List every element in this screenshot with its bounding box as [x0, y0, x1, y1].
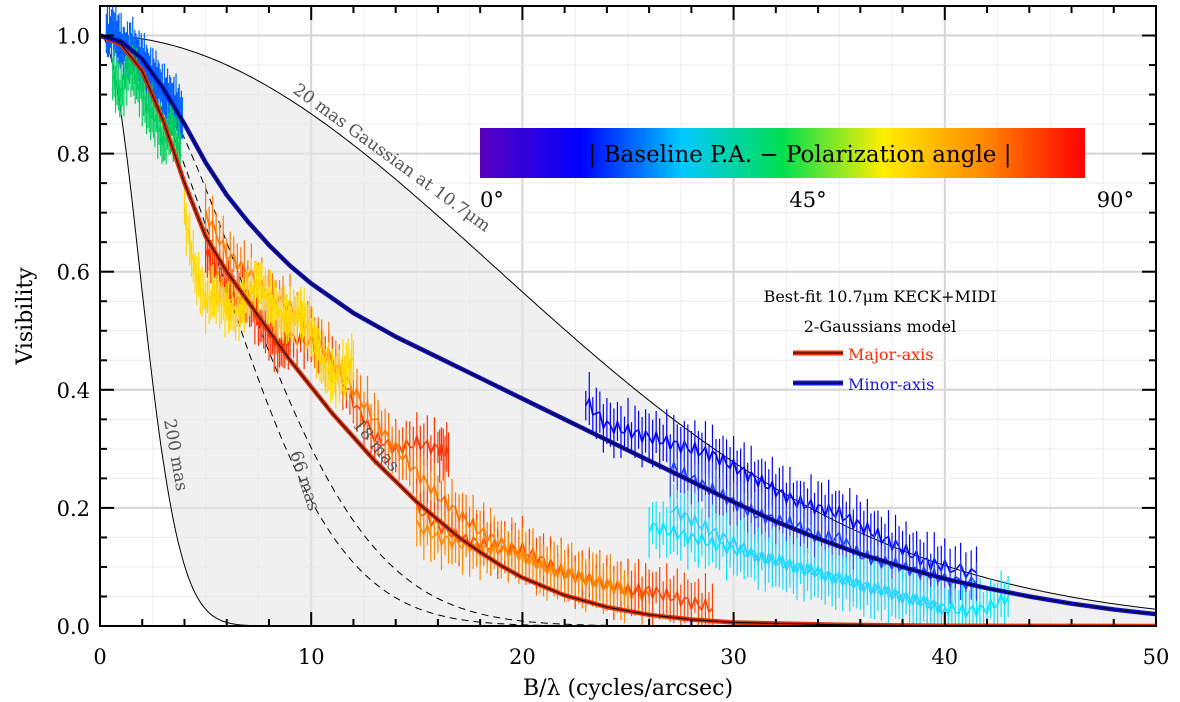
legend-title-line2: 2-Gaussians model	[804, 317, 957, 336]
gaussian-curve-0	[100, 35, 1156, 610]
model-curve-core-0	[100, 35, 1156, 626]
legend: Best-fit 10.7μm KECK+MIDI 2-Gaussians mo…	[764, 287, 997, 394]
colorbar-gradient	[480, 128, 1085, 178]
observed-series-3	[669, 483, 946, 626]
shaded-area	[100, 35, 1156, 626]
x-tick-label: 0	[93, 645, 106, 669]
x-tick-label: 40	[931, 645, 958, 669]
colorbar: | Baseline P.A. − Polarization angle | 0…	[480, 128, 1134, 212]
model-curves	[100, 33, 1156, 626]
x-tick-label: 30	[720, 645, 747, 669]
legend-label-minor: Minor-axis	[848, 375, 934, 394]
y-tick-label: 0.6	[57, 261, 90, 285]
y-tick-label: 0.0	[57, 615, 90, 639]
y-tick-label: 0.4	[57, 379, 90, 403]
observed-line	[183, 206, 355, 383]
plot-frame	[99, 5, 1157, 627]
tick-labels: 0 10 20 30 40 50 0.0 0.2 0.4 0.6 0.8 1.0	[57, 25, 1170, 669]
y-tick-label: 0.2	[57, 497, 90, 521]
x-axis-title: B/λ (cycles/arcsec)	[523, 676, 733, 701]
x-tick-label: 10	[298, 645, 325, 669]
observed-line	[416, 519, 629, 599]
y-tick-label: 1.0	[57, 25, 90, 49]
gaussian-curve-1	[100, 35, 1156, 626]
colorbar-tick-90: 90°	[1097, 188, 1134, 212]
y-axis-title: Visibility	[13, 267, 38, 366]
legend-label-major: Major-axis	[848, 345, 933, 364]
colorbar-tick-0: 0°	[480, 188, 504, 212]
axes	[99, 5, 1157, 627]
y-tick-label: 0.8	[57, 143, 90, 167]
x-tick-label: 20	[509, 645, 536, 669]
observed-series-6	[183, 188, 355, 409]
observed-line	[669, 504, 946, 616]
x-tick-label: 50	[1143, 645, 1170, 669]
observed-series	[105, 6, 1009, 626]
observed-series-10	[111, 34, 182, 174]
legend-title-line1: Best-fit 10.7μm KECK+MIDI	[764, 287, 997, 306]
colorbar-title: | Baseline P.A. − Polarization angle |	[589, 142, 1012, 168]
model-curve-core-1	[100, 35, 1156, 615]
colorbar-tick-45: 45°	[789, 188, 826, 212]
shaded-region	[100, 35, 1156, 626]
